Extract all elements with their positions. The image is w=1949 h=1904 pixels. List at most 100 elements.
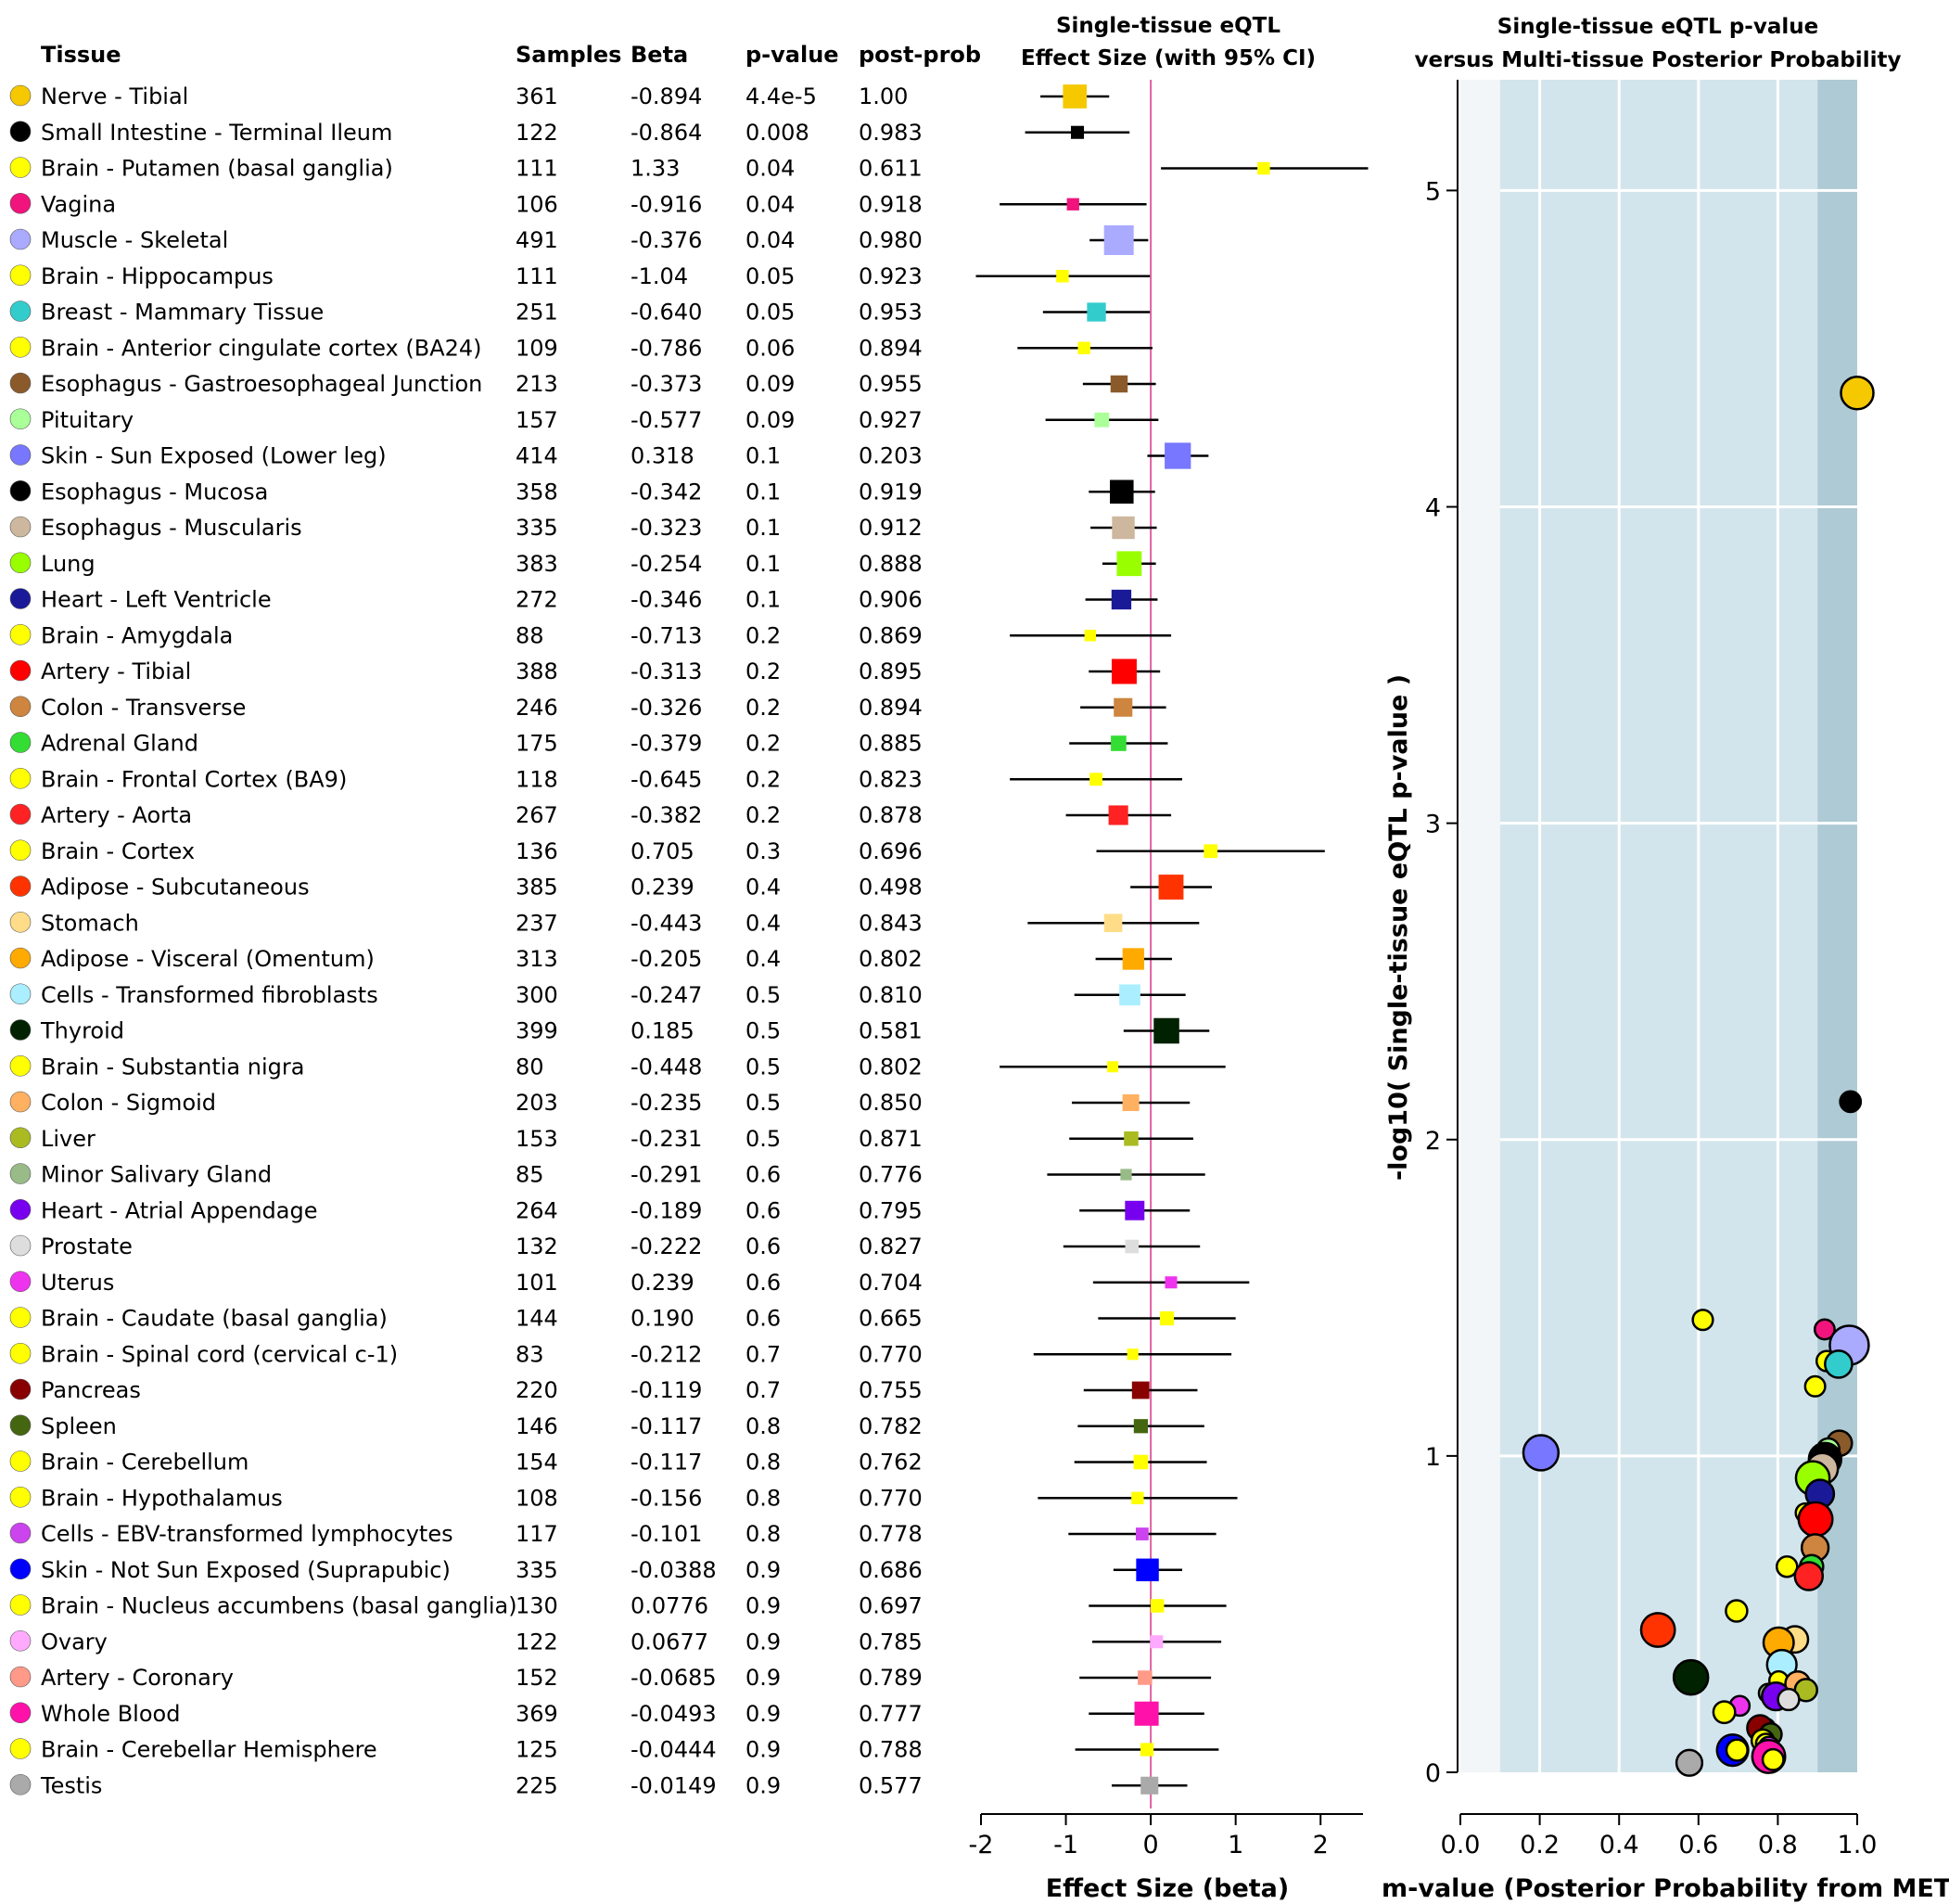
tissue-name: Skin - Sun Exposed (Lower leg) bbox=[41, 443, 387, 469]
table-header: Tissue Samples Beta p-value post-prob bbox=[41, 42, 981, 68]
postprob-value: 0.577 bbox=[859, 1772, 923, 1798]
tissue-name: Brain - Cortex bbox=[41, 838, 195, 864]
scatter-y-ticks: 0 1 2 3 4 5 bbox=[1425, 177, 1458, 1788]
postprob-value: 0.785 bbox=[859, 1629, 923, 1655]
pvalue-value: 0.5 bbox=[745, 1054, 781, 1080]
tissue-color-dot bbox=[9, 444, 32, 466]
beta-value: -0.342 bbox=[631, 479, 702, 505]
tissue-color-dot bbox=[9, 84, 32, 107]
postprob-value: 0.777 bbox=[859, 1701, 923, 1727]
tissue-color-dot bbox=[9, 1558, 32, 1580]
postprob-value: 0.878 bbox=[859, 802, 923, 828]
beta-value: -0.443 bbox=[631, 910, 702, 936]
samples-value: 157 bbox=[516, 407, 558, 433]
effect-size-marker bbox=[1114, 697, 1133, 717]
tissue-color-dot bbox=[9, 983, 32, 1005]
tissue-name: Testis bbox=[40, 1772, 102, 1798]
postprob-value: 0.955 bbox=[859, 371, 923, 397]
tissue-name: Artery - Aorta bbox=[41, 802, 192, 828]
pvalue-value: 0.8 bbox=[745, 1413, 781, 1439]
header-postprob: post-prob bbox=[859, 42, 981, 68]
samples-value: 153 bbox=[516, 1126, 558, 1152]
forest-tick-label: -2 bbox=[969, 1831, 994, 1859]
effect-size-marker bbox=[1116, 551, 1142, 577]
header-samples: Samples bbox=[516, 42, 621, 68]
tissue-name: Brain - Hippocampus bbox=[41, 263, 274, 289]
pvalue-value: 0.9 bbox=[745, 1737, 781, 1763]
beta-value: 1.33 bbox=[631, 156, 680, 182]
pvalue-value: 0.6 bbox=[745, 1270, 781, 1296]
pvalue-value: 0.2 bbox=[745, 622, 781, 648]
tissue-name: Brain - Spinal cord (cervical c-1) bbox=[41, 1341, 398, 1367]
beta-value: -0.373 bbox=[631, 371, 702, 397]
effect-size-marker bbox=[1070, 125, 1085, 139]
beta-value: 0.239 bbox=[631, 1270, 694, 1296]
effect-size-marker bbox=[1111, 589, 1132, 610]
tissue-name: Esophagus - Mucosa bbox=[41, 479, 268, 505]
samples-value: 132 bbox=[516, 1233, 558, 1259]
samples-value: 111 bbox=[516, 156, 558, 182]
postprob-value: 0.827 bbox=[859, 1233, 923, 1259]
tissue-name: Whole Blood bbox=[41, 1701, 180, 1727]
tissue-name: Brain - Cerebellum bbox=[41, 1450, 248, 1476]
pvalue-value: 0.6 bbox=[745, 1197, 781, 1223]
pvalue-value: 0.2 bbox=[745, 731, 781, 757]
tissue-name: Thyroid bbox=[40, 1018, 124, 1044]
tissue-color-dot bbox=[9, 1594, 32, 1616]
pvalue-value: 0.9 bbox=[745, 1701, 781, 1727]
beta-value: -0.326 bbox=[631, 695, 702, 721]
samples-value: 361 bbox=[516, 83, 558, 109]
samples-value: 246 bbox=[516, 695, 558, 721]
tissue-color-dot bbox=[9, 479, 32, 502]
tissue-color-dot bbox=[9, 1773, 32, 1795]
beta-value: -0.382 bbox=[631, 802, 702, 828]
postprob-value: 0.782 bbox=[859, 1413, 923, 1439]
tissue-name: Brain - Anterior cingulate cortex (BA24) bbox=[41, 335, 482, 361]
postprob-value: 0.850 bbox=[859, 1090, 923, 1116]
samples-value: 101 bbox=[516, 1270, 558, 1296]
scatter-x-tick-label: 0.2 bbox=[1520, 1831, 1560, 1859]
beta-value: -0.101 bbox=[631, 1521, 702, 1547]
samples-value: 136 bbox=[516, 838, 558, 864]
tissue-color-dot bbox=[9, 1414, 32, 1437]
pvalue-value: 0.04 bbox=[745, 191, 795, 217]
scatter-y-label: -log10( Single-tissue eQTL p-value ) bbox=[1384, 674, 1413, 1181]
forest-x-label: Effect Size (beta) bbox=[1046, 1874, 1290, 1903]
effect-size-marker bbox=[1257, 161, 1270, 175]
tissue-color-dot bbox=[9, 1522, 32, 1544]
tissue-name: Spleen bbox=[41, 1413, 117, 1439]
postprob-value: 0.894 bbox=[859, 335, 923, 361]
pvalue-value: 0.3 bbox=[745, 838, 781, 864]
tissue-name: Nerve - Tibial bbox=[41, 83, 188, 109]
samples-value: 108 bbox=[516, 1485, 558, 1511]
samples-value: 106 bbox=[516, 191, 558, 217]
tissue-color-dot bbox=[9, 1271, 32, 1293]
pvalue-value: 0.8 bbox=[745, 1485, 781, 1511]
beta-value: -0.577 bbox=[631, 407, 702, 433]
effect-size-marker bbox=[1131, 1381, 1150, 1399]
effect-size-marker bbox=[1120, 1169, 1132, 1181]
postprob-value: 0.983 bbox=[859, 120, 923, 146]
tissue-color-dot bbox=[9, 1307, 32, 1328]
effect-size-marker bbox=[1094, 412, 1110, 428]
beta-value: -0.0493 bbox=[631, 1701, 717, 1727]
tissue-name: Heart - Left Ventricle bbox=[41, 587, 272, 613]
pvalue-value: 0.4 bbox=[745, 875, 781, 901]
tissue-name: Colon - Transverse bbox=[41, 695, 246, 721]
pvalue-value: 0.05 bbox=[745, 300, 795, 326]
postprob-value: 0.871 bbox=[859, 1126, 923, 1152]
pvalue-value: 0.5 bbox=[745, 1090, 781, 1116]
pvalue-value: 0.6 bbox=[745, 1162, 781, 1188]
beta-value: -0.117 bbox=[631, 1450, 702, 1476]
samples-value: 272 bbox=[516, 587, 558, 613]
effect-size-marker bbox=[1063, 84, 1088, 109]
effect-size-marker bbox=[1056, 269, 1069, 283]
effect-size-marker bbox=[1159, 1310, 1175, 1326]
tissue-color-dot bbox=[9, 1019, 32, 1041]
samples-value: 399 bbox=[516, 1018, 558, 1044]
tissue-name: Brain - Substantia nigra bbox=[41, 1054, 304, 1080]
samples-value: 267 bbox=[516, 802, 558, 828]
forest-tick-label: 0 bbox=[1143, 1831, 1159, 1859]
tissue-name: Muscle - Skeletal bbox=[41, 227, 228, 253]
tissue-color-dot bbox=[9, 192, 32, 214]
